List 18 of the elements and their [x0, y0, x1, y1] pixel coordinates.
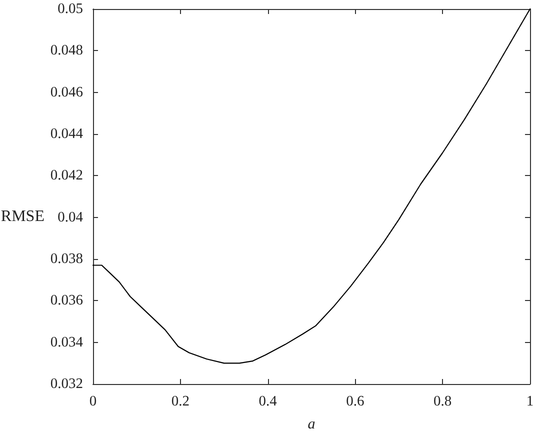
y-axis-title: RMSE	[0, 208, 44, 225]
x-axis-title: a	[308, 416, 316, 432]
y-tick-label: 0.044	[50, 126, 84, 142]
x-tick-label: 0.2	[171, 394, 190, 410]
y-tick-label: 0.05	[58, 1, 83, 17]
x-tick-label: 0	[89, 394, 97, 410]
y-tick-label: 0.048	[50, 42, 83, 59]
x-tick-label: 0.8	[434, 394, 452, 410]
y-tick-label: 0.036	[50, 292, 83, 309]
y-tick-label: 0.038	[50, 251, 83, 267]
x-tick-label: 0.6	[346, 394, 364, 410]
y-tick-label: 0.046	[50, 84, 83, 100]
x-tick-label: 0.4	[258, 394, 278, 410]
x-tick-label: 1	[526, 394, 534, 410]
y-tick-label: 0.034	[50, 334, 84, 350]
y-tick-label: 0.032	[50, 376, 83, 392]
y-tick-label: 0.042	[50, 168, 83, 184]
y-tick-label: 0.04	[58, 209, 84, 226]
